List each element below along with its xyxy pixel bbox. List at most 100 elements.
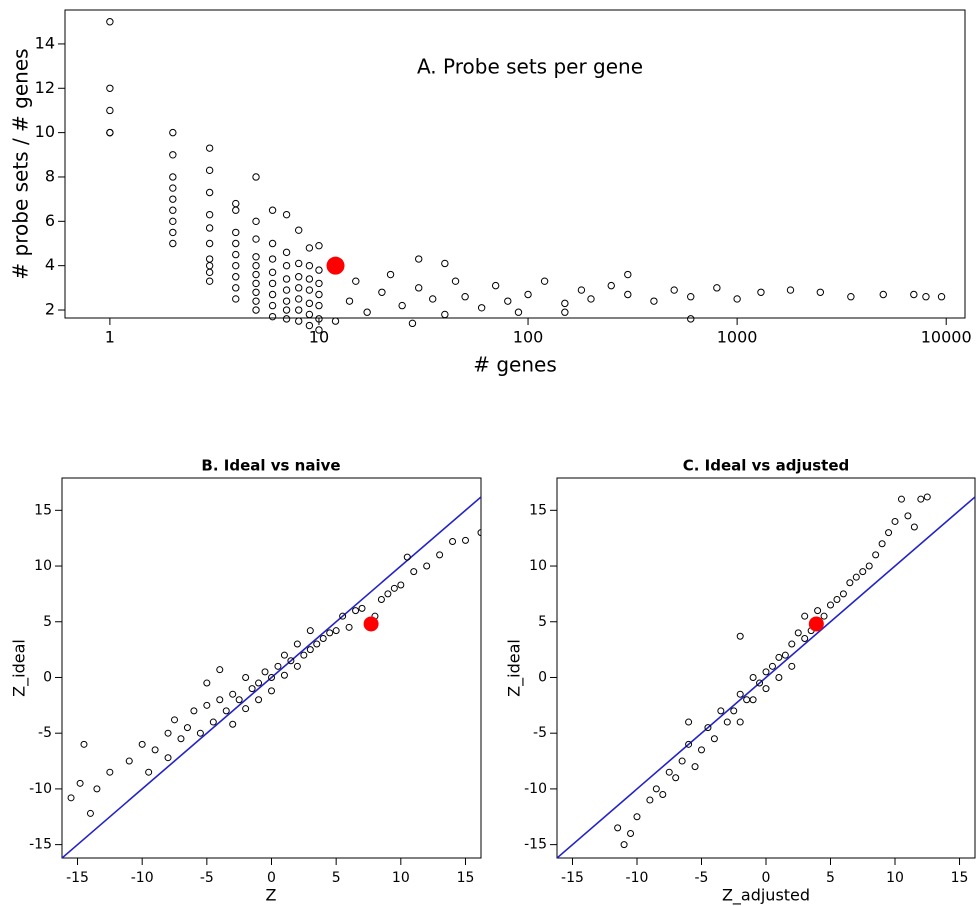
point [164, 729, 172, 737]
point [762, 668, 770, 676]
x-tick-label: 10000 [921, 328, 972, 347]
y-tick-label: 8 [45, 166, 55, 185]
x-tick-label: 1000 [717, 328, 758, 347]
point [723, 718, 731, 726]
point [415, 255, 423, 263]
point [205, 166, 214, 175]
y-tick-label: -10 [524, 781, 547, 797]
point [164, 754, 172, 762]
point [363, 308, 371, 316]
point [300, 651, 308, 659]
point [229, 690, 237, 698]
point [386, 270, 395, 279]
point [252, 235, 260, 243]
point [268, 673, 275, 681]
point [106, 768, 114, 776]
point [305, 244, 314, 252]
x-tick-label: 10 [309, 328, 329, 347]
point [775, 673, 783, 681]
point [205, 239, 214, 248]
point [315, 315, 323, 323]
point [461, 293, 469, 301]
plot-frame [61, 477, 482, 859]
point [177, 735, 185, 743]
point [205, 255, 214, 263]
point [268, 290, 277, 299]
point [295, 259, 303, 268]
x-tick-label: -15 [561, 870, 584, 886]
y-tick-label: 15 [34, 502, 52, 518]
point [749, 673, 757, 681]
point [232, 250, 240, 259]
point [252, 253, 260, 261]
identity-line [557, 496, 975, 858]
point [169, 228, 177, 237]
point [169, 184, 177, 192]
point [733, 295, 741, 303]
point [282, 286, 291, 294]
point [846, 579, 854, 587]
y-tick-label: 15 [529, 502, 547, 518]
point [305, 261, 314, 270]
plot-frame [556, 477, 976, 859]
point [775, 653, 783, 661]
point [786, 286, 795, 294]
point [358, 604, 366, 612]
x-tick-label: 15 [457, 870, 475, 886]
point [710, 735, 718, 743]
point [106, 84, 114, 92]
y-tick-label: 10 [529, 558, 547, 574]
point [280, 651, 288, 659]
point [295, 226, 303, 234]
x-axis-label: Z_adjusted [722, 886, 810, 906]
identity-line [62, 496, 481, 858]
point [203, 701, 211, 709]
point [794, 629, 802, 637]
point [183, 724, 191, 732]
point [514, 308, 523, 316]
y-tick-label: -10 [29, 781, 52, 797]
point [332, 627, 340, 635]
point [268, 268, 277, 277]
point [242, 705, 250, 713]
point [897, 495, 905, 503]
point [756, 679, 764, 687]
y-tick-label: 14 [35, 33, 55, 52]
plot-area [557, 493, 975, 858]
point [295, 306, 303, 314]
point [86, 809, 94, 817]
point [429, 295, 437, 303]
y-tick-label: -5 [38, 725, 52, 741]
point [910, 290, 918, 299]
point [305, 321, 314, 330]
point [282, 306, 291, 314]
point [878, 540, 886, 548]
point [319, 634, 327, 642]
point [820, 612, 828, 620]
point [232, 284, 240, 292]
y-tick-label: 0 [538, 669, 547, 685]
point [922, 293, 930, 301]
x-tick-label: 5 [332, 870, 341, 886]
point [885, 529, 893, 537]
point [232, 295, 240, 303]
point [76, 779, 84, 787]
x-tick-label: 0 [267, 870, 276, 886]
y-axis-label: Z_ideal [10, 639, 30, 697]
point [757, 288, 765, 296]
point [306, 627, 314, 635]
point [620, 841, 628, 849]
y-axis-label: # probe sets / # genes [9, 48, 33, 279]
chart-title: C. Ideal vs adjusted [683, 457, 850, 475]
point [524, 290, 532, 299]
point [685, 718, 693, 726]
point [315, 290, 323, 299]
point [788, 662, 796, 670]
x-tick-label: 5 [826, 870, 835, 886]
point [736, 690, 744, 698]
point [736, 632, 744, 640]
point [441, 310, 449, 319]
point [801, 612, 809, 620]
point [451, 277, 460, 285]
